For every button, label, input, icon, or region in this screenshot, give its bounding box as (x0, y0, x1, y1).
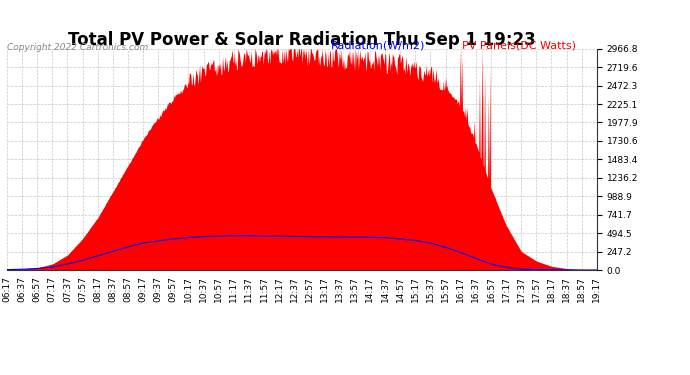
Text: Radiation(W/m2): Radiation(W/m2) (331, 40, 426, 50)
Text: PV Panels(DC Watts): PV Panels(DC Watts) (462, 40, 576, 50)
Text: Copyright 2022 Cartronics.com: Copyright 2022 Cartronics.com (7, 43, 148, 52)
Title: Total PV Power & Solar Radiation Thu Sep 1 19:23: Total PV Power & Solar Radiation Thu Sep… (68, 31, 535, 49)
